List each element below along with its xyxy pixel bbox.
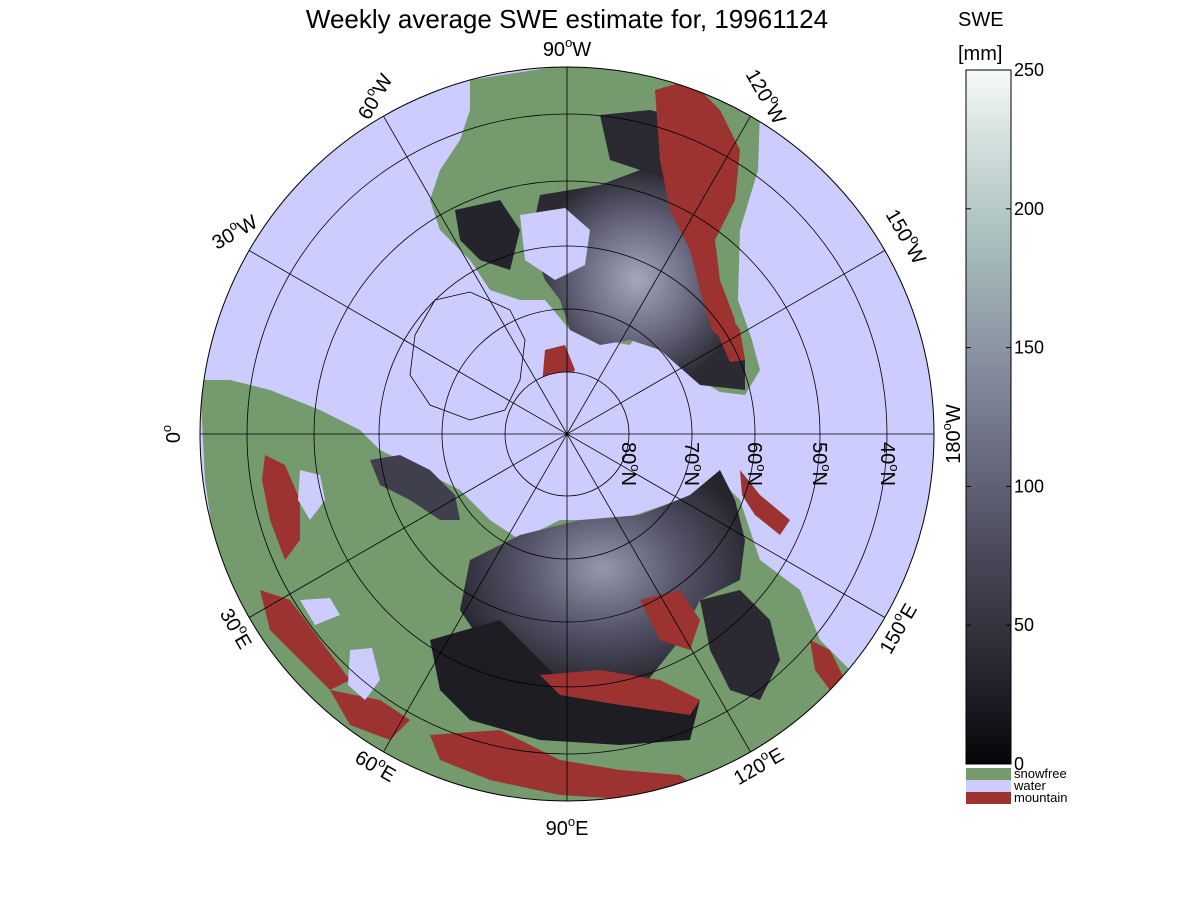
lon-label: 180oW [939,404,965,464]
lat-label-degrees: 70 [680,442,702,464]
lat-label-degrees: 80 [617,442,639,464]
lat-label-degrees: 40 [876,442,898,464]
degree-symbol: o [628,464,643,471]
lat-label: 50oN [808,442,834,486]
lon-label-hemisphere: W [761,101,790,128]
colorbar-tick-label: 250 [1014,60,1044,80]
map-border [199,66,935,802]
lon-label-hemisphere: W [234,211,261,240]
lon-label-degrees: 180 [943,430,965,463]
lon-label-degrees: 90 [543,39,565,61]
greenland-outline [409,291,526,421]
colorbar-tick-label: 200 [1014,199,1044,219]
degree-symbol: o [565,35,572,50]
colorbar-tick-label: 150 [1014,338,1044,358]
lon-label-degrees: 60 [351,747,381,777]
degree-symbol: o [159,425,174,432]
snow-siberia-east [700,590,780,700]
mountain-himalaya [430,730,700,800]
lon-label: 0o [159,425,185,443]
black-sea [300,598,340,625]
colorbar-ticks: 0 50 100 150 200 250 [966,60,1044,774]
lat-label-degrees: 50 [808,442,830,464]
degree-symbol: o [939,423,954,430]
lat-label-hemisphere: N [808,471,830,485]
lon-label-hemisphere: E [230,630,256,653]
mountain-kamchatka [810,640,845,690]
degree-symbol: o [691,464,706,471]
degree-symbol: o [754,464,769,471]
colorbar: SWE [mm] 0 50 100 150 200 250 snowfreewatermo… [958,9,1067,805]
mountain-alaska [718,300,745,362]
lon-label: 60oE [351,743,401,787]
colorbar-units: [mm] [958,43,1002,65]
lat-label-hemisphere: N [617,471,639,485]
lat-label: 80oN [617,442,643,486]
mountain-chukotka [740,470,790,535]
lon-label-degrees: 0 [163,432,185,443]
legend-label: water [1013,778,1046,793]
colorbar-title: SWE [958,9,1004,31]
polar-map [199,66,935,802]
colorbar-tick-label: 100 [1014,476,1044,496]
lat-label-degrees: 60 [743,442,765,464]
lon-label: 90oE [546,814,589,840]
lat-label-hemisphere: N [680,471,702,485]
lon-label-hemisphere: E [575,818,588,840]
colorbar-gradient [965,69,1012,765]
mountain-rockies [655,80,740,345]
mountain-central-asia [540,670,700,715]
caspian-sea [348,648,380,700]
lon-label-hemisphere: E [765,744,788,770]
meridian-150w-30e [248,250,886,618]
mountain-caucasus-iran [330,690,410,740]
lat-label-hemisphere: N [876,471,898,485]
degree-symbol: o [568,814,575,829]
legend-label: mountain [1014,790,1067,805]
mountain-east-siberia [640,590,700,650]
legend-label: snowfree [1014,766,1067,781]
lon-label-hemisphere: W [901,241,930,268]
baltic-sea [298,470,325,520]
legend-swatch [966,768,1011,780]
snow-labrador [455,200,520,270]
lon-label: 90oW [543,35,591,61]
colorbar-tick-label: 50 [1014,615,1034,635]
snow-europe [370,455,460,520]
meridians [200,67,934,801]
lat-label: 60oN [743,442,769,486]
lat-label: 70oN [680,442,706,486]
mountain-scandinavia [262,455,300,560]
legend-swatch [966,792,1011,804]
degree-symbol: o [819,464,834,471]
lon-label-degrees: 90 [546,818,568,840]
colorbar-tick-label: 0 [1014,754,1024,774]
chart-title: Weekly average SWE estimate for, 1996112… [306,4,828,34]
degree-symbol: o [887,464,902,471]
mountain-alps [260,590,350,690]
lon-label-hemisphere: W [572,39,591,61]
lat-label-hemisphere: N [743,471,765,485]
lon-label-hemisphere: W [943,404,965,423]
lat-label: 40oN [876,442,902,486]
legend-swatch [966,780,1011,792]
hudson-bay [520,208,590,280]
